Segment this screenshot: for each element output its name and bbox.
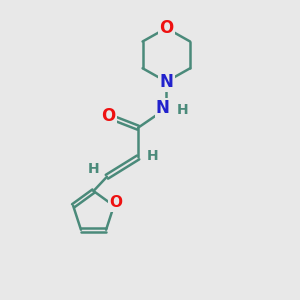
Text: O: O (109, 195, 122, 210)
Text: H: H (88, 162, 100, 176)
Text: N: N (159, 73, 173, 91)
Text: H: H (147, 149, 159, 163)
Text: N: N (156, 99, 170, 117)
Text: O: O (159, 19, 173, 37)
Text: H: H (177, 103, 188, 117)
Text: O: O (101, 107, 116, 125)
